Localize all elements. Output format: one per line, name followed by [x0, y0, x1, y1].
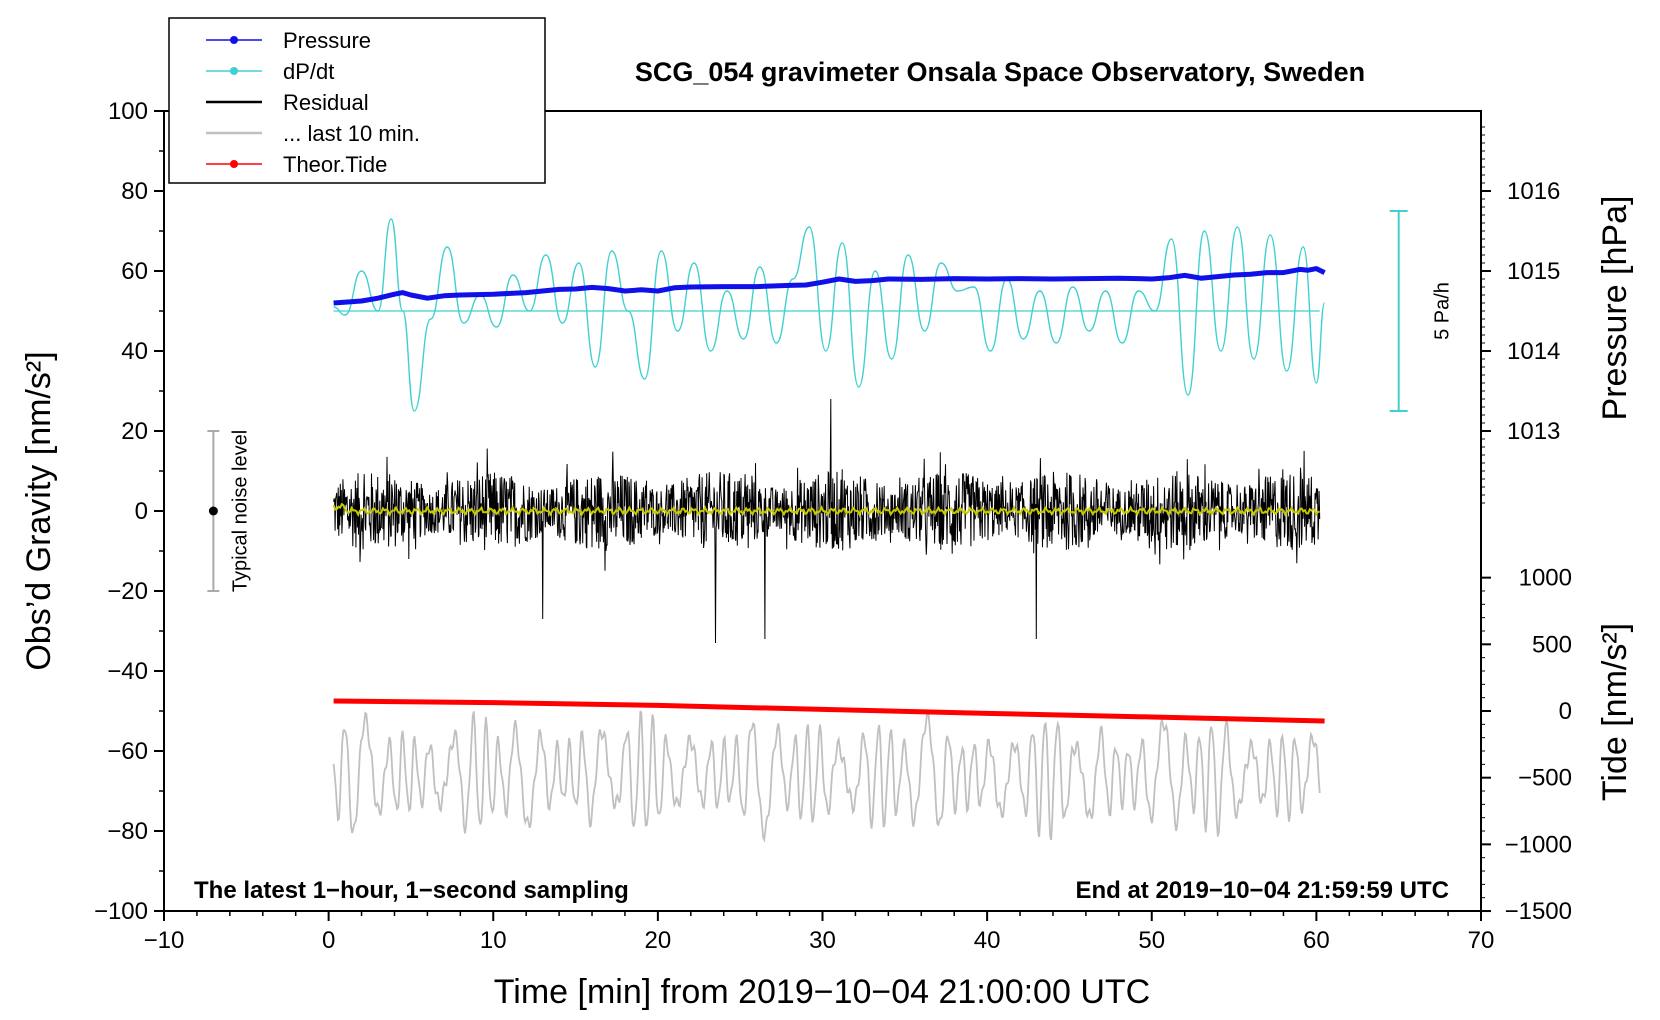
legend-entries: Pressure dP/dt Residual ... last 10 min. The…: [206, 28, 420, 177]
x-tick-label: 40: [974, 927, 1001, 954]
tide-axis-label: Tide [nm/s²]: [1596, 623, 1634, 801]
plot-frame: [163, 110, 1482, 912]
legend-swatch-dot: [230, 160, 238, 168]
noise-level-annotation: Typical noise level: [207, 430, 251, 592]
x-tick-label: 60: [1303, 927, 1330, 954]
axes-layer: −10 0 10 20 30 40 50 60 70100806040200−20−40−60−…: [94, 98, 1572, 954]
x-tick-label: 0: [322, 927, 335, 954]
y-tick-label: 40: [121, 338, 148, 365]
residual-smoothed-line: [332, 502, 1320, 518]
caption-end-time: End at 2019−10−04 21:59:59 UTC: [1075, 877, 1449, 904]
tide-tick-label: −1000: [1505, 831, 1572, 858]
legend-swatch-dot: [230, 67, 238, 75]
x-tick-label: 30: [809, 927, 836, 954]
legend-box: [168, 17, 546, 184]
legend-label: Theor.Tide: [283, 152, 387, 177]
legend: Pressure dP/dt Residual ... last 10 min. The…: [168, 17, 546, 184]
tide-tick-label: 1000: [1519, 565, 1572, 592]
x-tick-label: 10: [480, 927, 507, 954]
legend-label: Pressure: [283, 28, 371, 53]
rate-label: 5 Pa/h: [1432, 282, 1454, 340]
noise-label: Typical noise level: [229, 430, 251, 592]
tide-line: [333, 698, 1325, 724]
y-tick-label: −80: [107, 818, 148, 845]
x-tick-label: 20: [645, 927, 672, 954]
tide-tick-label: 500: [1532, 631, 1572, 658]
legend-entry: dP/dt: [206, 59, 334, 84]
y-tick-label: −20: [107, 578, 148, 605]
pressure-tick-label: 1014: [1507, 338, 1560, 365]
rate-scale-annotation: 5 Pa/h: [1389, 210, 1454, 412]
x-axis-label: Time [min] from 2019−10−04 21:00:00 UTC: [494, 973, 1150, 1011]
dpdt-line: [333, 218, 1326, 412]
y-tick-label: 100: [108, 98, 148, 125]
y-tick-label: −60: [107, 738, 148, 765]
pressure-tick-label: 1015: [1507, 258, 1560, 285]
legend-entry: Pressure: [206, 28, 371, 53]
legend-entry: ... last 10 min.: [206, 121, 420, 146]
y-axis-label: Obs’d Gravity [nm/s²]: [20, 351, 58, 670]
pressure-axis-label: Pressure [hPa]: [1596, 196, 1634, 421]
legend-entry: Residual: [206, 90, 369, 115]
y-tick-label: −40: [107, 658, 148, 685]
noise-dot: [208, 506, 218, 516]
legend-label: dP/dt: [283, 59, 334, 84]
y-tick-label: 60: [121, 258, 148, 285]
x-tick-label: 50: [1138, 927, 1165, 954]
tide-tick-label: −500: [1518, 765, 1572, 792]
last-10-min-line: [332, 708, 1321, 843]
legend-label: Residual: [283, 90, 369, 115]
tide-tick-label: 0: [1559, 698, 1572, 725]
y-tick-label: −100: [94, 898, 148, 925]
y-tick-label: 20: [121, 418, 148, 445]
legend-entry: Theor.Tide: [206, 152, 387, 177]
pressure-line: [333, 266, 1326, 306]
pressure-tick-label: 1016: [1507, 178, 1560, 205]
y-tick-label: 0: [135, 498, 148, 525]
series-layer: [332, 218, 1326, 843]
legend-swatch-dot: [230, 36, 238, 44]
y-tick-label: 80: [121, 178, 148, 205]
x-tick-label: 70: [1468, 927, 1495, 954]
legend-label: ... last 10 min.: [283, 121, 420, 146]
x-tick-label: −10: [144, 927, 185, 954]
pressure-tick-label: 1013: [1507, 418, 1560, 445]
tide-tick-label: −1500: [1505, 898, 1572, 925]
caption-sampling: The latest 1−hour, 1−second sampling: [194, 877, 629, 904]
chart-title: SCG_054 gravimeter Onsala Space Observat…: [635, 57, 1365, 87]
